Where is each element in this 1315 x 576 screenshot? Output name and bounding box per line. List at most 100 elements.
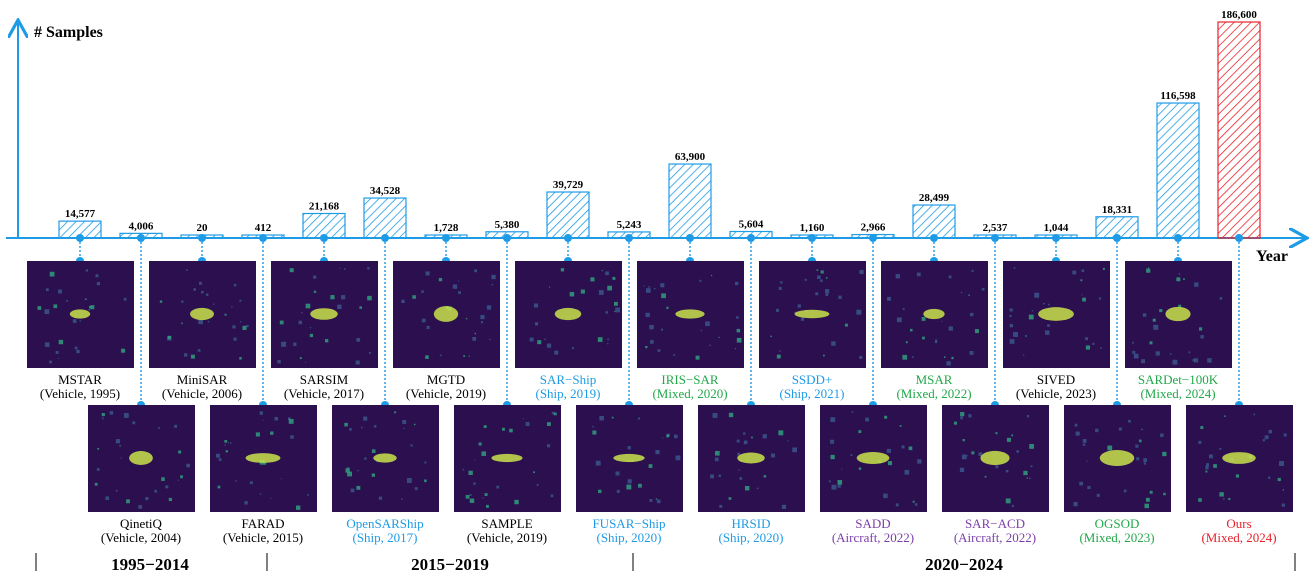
sar-speckle (960, 416, 963, 420)
sar-speckle (452, 284, 458, 289)
sar-speckle (90, 305, 95, 310)
sar-speckle (884, 415, 888, 419)
sar-speckle (537, 340, 542, 345)
sar-speckle (800, 317, 805, 321)
dataset-detail: (Vehicle, 2017) (284, 386, 364, 401)
sar-speckle (820, 279, 823, 282)
sar-speckle (496, 485, 500, 489)
sar-speckle (158, 427, 161, 429)
sar-speckle (88, 306, 92, 309)
sar-speckle (49, 360, 52, 364)
sar-target (794, 309, 830, 319)
sar-speckle (1132, 350, 1136, 354)
sar-speckle (1207, 358, 1212, 363)
sar-speckle (655, 450, 660, 455)
sar-speckle (270, 431, 274, 435)
sar-speckle (700, 329, 703, 332)
sar-speckle (1098, 297, 1101, 300)
bar (668, 163, 712, 239)
sar-speckle (309, 333, 314, 338)
sar-speckle (212, 303, 215, 305)
sar-speckle (962, 438, 965, 442)
dataset-name: FUSAR−Ship (592, 516, 665, 531)
sar-speckle (656, 499, 661, 504)
sar-speckle (406, 478, 412, 483)
sar-speckle (313, 275, 317, 279)
sar-speckle (887, 296, 891, 301)
sar-speckle (941, 320, 943, 322)
sar-speckle (984, 475, 987, 478)
sar-speckle (597, 337, 603, 342)
axis-dot (991, 234, 999, 242)
sar-speckle (660, 283, 665, 288)
sar-speckle (350, 488, 355, 493)
sar-speckle (1192, 359, 1195, 362)
bar-value-label: 116,598 (1160, 90, 1196, 102)
sar-speckle (1135, 444, 1139, 448)
dataset-name: SAMPLE (481, 516, 532, 531)
dataset-detail: (Mixed, 2022) (896, 386, 971, 401)
sar-speckle (850, 454, 853, 456)
axis-dot (747, 234, 755, 242)
sar-speckle (1213, 464, 1217, 468)
sar-speckle (1026, 415, 1030, 418)
bar-value-label: 412 (255, 222, 272, 234)
sar-speckle (347, 471, 353, 477)
axis-dot (625, 234, 633, 242)
sar-speckle (763, 475, 767, 478)
sar-speckle (1009, 323, 1014, 328)
sar-target (129, 451, 153, 465)
sar-speckle (904, 469, 910, 475)
sar-speckle (751, 436, 753, 439)
sar-speckle (224, 439, 228, 443)
sar-speckle (969, 350, 974, 355)
sar-speckle (301, 312, 303, 314)
sar-speckle (598, 489, 602, 494)
sar-speckle (970, 312, 974, 317)
sar-speckle (270, 497, 272, 499)
sar-speckle (482, 497, 484, 499)
dataset-detail: (Aircraft, 2022) (832, 530, 914, 545)
sar-speckle (1016, 450, 1019, 453)
sar-speckle (1023, 470, 1028, 476)
sar-speckle (1138, 439, 1142, 443)
sar-speckle (946, 361, 951, 366)
sar-speckle (115, 439, 121, 444)
sar-speckle (1009, 339, 1015, 344)
sar-speckle (313, 290, 317, 293)
sar-speckle (580, 289, 585, 294)
sar-speckle (886, 448, 891, 453)
sar-speckle (770, 335, 772, 338)
sar-speckle (859, 269, 864, 275)
sar-speckle (468, 470, 473, 476)
era-label: 2020−2024 (925, 555, 1003, 574)
sar-speckle (239, 320, 242, 323)
sar-speckle (197, 349, 201, 352)
sar-speckle (1133, 353, 1139, 359)
sar-speckle (341, 295, 346, 300)
sar-target (737, 452, 765, 464)
sar-target (245, 453, 281, 463)
dataset-detail: (Ship, 2020) (719, 530, 784, 545)
sar-speckle (1009, 314, 1012, 318)
sar-speckle (615, 307, 621, 313)
sar-target (310, 308, 338, 320)
sar-speckle (744, 485, 750, 491)
sar-speckle (712, 412, 718, 418)
sar-speckle (509, 428, 513, 433)
sar-speckle (830, 417, 836, 423)
sar-speckle (921, 317, 926, 321)
axis-dot (320, 234, 328, 242)
sar-target (373, 453, 397, 463)
sar-speckle (1163, 492, 1166, 496)
sar-speckle (359, 306, 362, 309)
sar-speckle (244, 501, 248, 505)
bar-value-label: 5,604 (739, 219, 764, 231)
sar-speckle (96, 282, 101, 286)
sar-speckle (178, 450, 182, 454)
dataset-name: SIVED (1037, 372, 1075, 387)
sar-speckle (1253, 413, 1256, 416)
sar-speckle (533, 303, 539, 308)
sar-speckle (168, 497, 172, 502)
sar-speckle (607, 338, 609, 341)
